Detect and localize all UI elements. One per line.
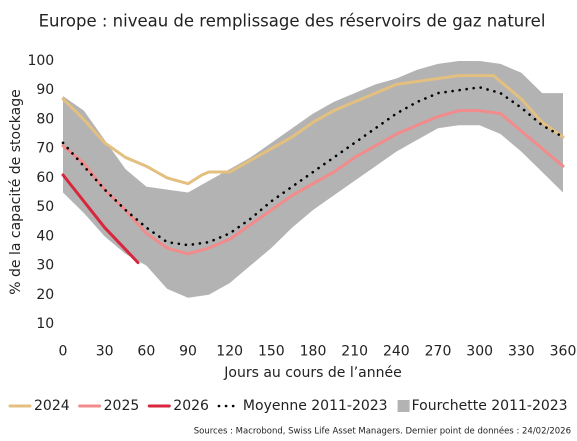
x-tick-label: 90 [179, 344, 197, 360]
x-tick-label: 240 [383, 344, 410, 360]
x-tick-label: 210 [341, 344, 368, 360]
y-tick-label: 80 [36, 111, 54, 127]
legend-label: 2026 [173, 398, 209, 414]
y-tick-label: 40 [36, 228, 54, 244]
series-line [61, 74, 565, 186]
legend-label: 2024 [34, 398, 70, 414]
legend-swatch [397, 400, 410, 412]
x-tick-label: 300 [466, 344, 493, 360]
range-band [63, 61, 563, 298]
y-tick-label: 50 [36, 199, 54, 215]
legend-label: Moyenne 2011-2023 [243, 398, 388, 414]
y-tick-label: 70 [36, 141, 54, 157]
legend-label: Fourchette 2011-2023 [412, 398, 568, 414]
x-tick-label: 330 [508, 344, 535, 360]
x-tick-label: 150 [258, 344, 285, 360]
series-line [61, 109, 565, 256]
series-line [61, 86, 565, 247]
y-tick-label: 30 [36, 258, 54, 274]
source-note: Sources : Macrobond, Swiss Life Asset Ma… [194, 426, 571, 437]
legend-label: 2025 [104, 398, 140, 414]
y-axis-label: % de la capacité de stockage [8, 89, 24, 294]
x-tick-label: 360 [550, 344, 577, 360]
y-tick-label: 100 [27, 53, 54, 69]
x-tick-label: 60 [137, 344, 155, 360]
y-tick-label: 90 [36, 82, 54, 98]
x-tick-label: 270 [425, 344, 452, 360]
y-tick-label: 60 [36, 170, 54, 186]
x-tick-label: 120 [216, 344, 243, 360]
y-tick-label: 20 [36, 287, 54, 303]
x-axis-label: Jours au cours de l’année [223, 365, 401, 381]
x-tick-label: 30 [96, 344, 114, 360]
x-tick-label: 180 [300, 344, 327, 360]
chart-title: Europe : niveau de remplissage des réser… [39, 12, 546, 31]
series-line [61, 173, 140, 265]
x-tick-label: 0 [59, 344, 68, 360]
y-tick-label: 10 [36, 316, 54, 332]
